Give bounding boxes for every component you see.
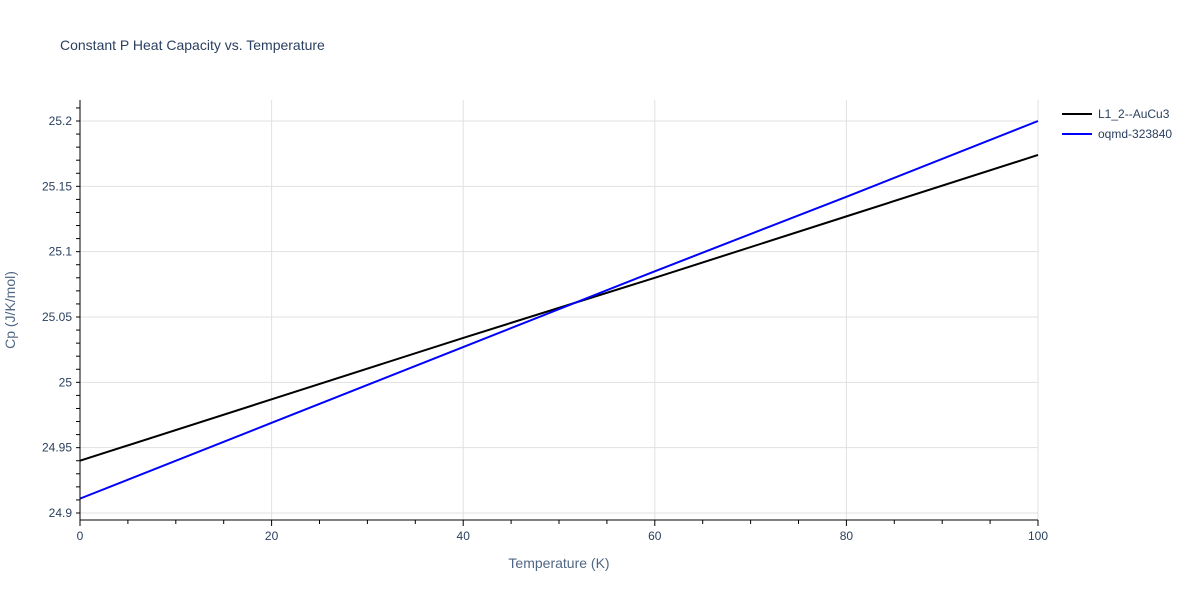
y-tick-label: 25 [59,375,73,389]
legend[interactable]: L1_2--AuCu3 oqmd-323840 [1062,107,1172,141]
x-tick-label: 20 [265,529,279,543]
chart-title: Constant P Heat Capacity vs. Temperature [60,37,325,53]
plot-area [79,120,1039,500]
series-line-0 [79,154,1039,462]
y-tick-label: 24.9 [49,506,73,520]
y-tick-label: 24.95 [42,441,72,455]
y-tick-label: 25.05 [42,310,72,324]
x-tick-label: 40 [457,529,471,543]
axes [76,100,1039,526]
legend-item-1[interactable]: oqmd-323840 [1062,127,1172,141]
x-axis-title: Temperature (K) [508,555,609,571]
y-axis-title: Cp (J/K/mol) [2,271,18,349]
x-tick-label: 100 [1028,529,1048,543]
legend-label: L1_2--AuCu3 [1098,107,1170,121]
y-tick-label: 25.15 [42,179,72,193]
y-tick-label: 25.2 [49,114,73,128]
x-tick-label: 0 [77,529,84,543]
y-tick-label: 25.1 [49,245,73,259]
legend-item-0[interactable]: L1_2--AuCu3 [1062,107,1170,121]
x-axis-ticks: 0 20 40 60 80 100 [77,529,1049,543]
grid-lines [80,100,1039,520]
series-line-1 [79,120,1039,500]
x-tick-label: 80 [840,529,854,543]
legend-label: oqmd-323840 [1098,127,1172,141]
x-tick-label: 60 [648,529,662,543]
y-axis-ticks: 24.9 24.95 25 25.05 25.1 25.15 25.2 [42,114,72,520]
